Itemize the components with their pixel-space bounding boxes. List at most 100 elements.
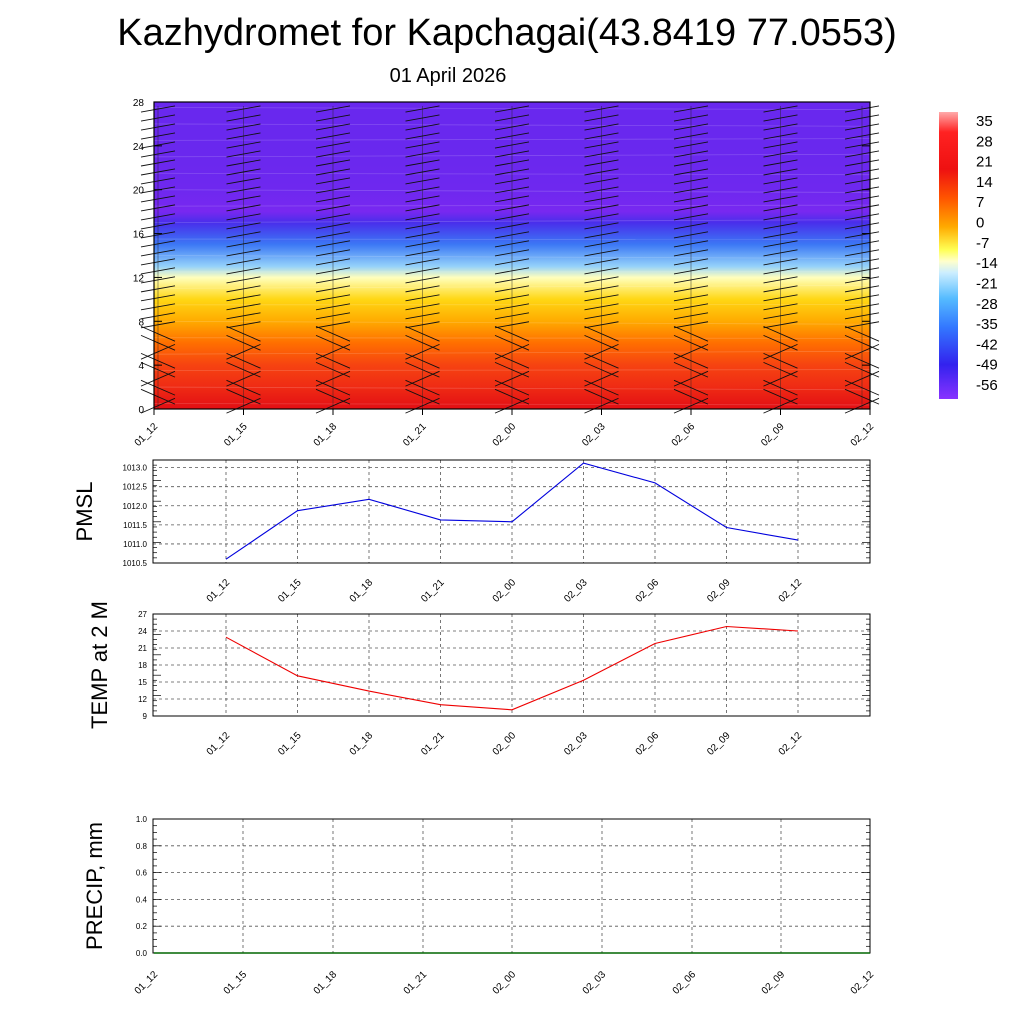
colorbar-label: 35	[976, 113, 993, 130]
x-tick-label: 01_18	[348, 730, 376, 758]
wind-barb	[844, 325, 880, 342]
wind-barb	[844, 312, 880, 320]
wind-barb	[844, 303, 880, 311]
wind-barb	[584, 334, 619, 351]
y-tick-label: 1010.5	[123, 559, 148, 568]
wind-barb	[844, 150, 880, 158]
wind-barb	[763, 267, 798, 275]
wind-barb	[673, 285, 709, 293]
wind-barb	[315, 370, 351, 387]
wind-barb	[494, 105, 530, 113]
wind-barb	[494, 159, 530, 167]
wind-barb	[226, 352, 261, 369]
wind-barb	[226, 231, 261, 239]
wind-barb	[763, 159, 798, 167]
wind-barb	[584, 123, 619, 131]
wind-barb	[763, 312, 798, 320]
wind-barb	[763, 249, 798, 257]
wind-barb	[405, 312, 440, 320]
colorbar-label: -14	[976, 255, 998, 272]
wind-barb	[315, 334, 351, 351]
x-tick-label: 02_06	[671, 969, 699, 997]
x-tick-label: 02_00	[491, 730, 519, 758]
y-tick-label: 0.4	[136, 895, 148, 904]
wind-barb	[140, 388, 176, 405]
wind-barb	[315, 388, 351, 405]
wind-barb	[673, 186, 709, 194]
wind-barb	[140, 321, 176, 329]
y-tick-label: 27	[138, 610, 147, 619]
x-tick-label: 02_09	[760, 969, 788, 997]
wind-barb	[494, 361, 530, 378]
wind-barb	[140, 352, 176, 369]
wind-barb	[140, 312, 176, 320]
wind-barb	[844, 276, 880, 284]
wind-barb	[405, 177, 440, 185]
wind-barb	[226, 379, 261, 396]
wind-barb	[226, 321, 261, 329]
wind-barb	[405, 343, 440, 360]
wind-barb	[673, 343, 709, 360]
wind-barb	[584, 343, 619, 360]
wind-barb	[226, 159, 261, 167]
wind-barb	[584, 222, 619, 230]
wind-barb	[763, 294, 798, 302]
y-tick-label: 1012.5	[123, 483, 148, 492]
x-tick-label: 02_12	[849, 969, 877, 997]
wind-barb	[315, 361, 351, 378]
x-tick-label: 01_18	[348, 577, 376, 605]
wind-barb	[405, 325, 440, 342]
wind-barb	[315, 397, 351, 414]
wind-barb	[405, 321, 440, 329]
wind-barb	[844, 177, 880, 185]
wind-barb	[763, 258, 798, 266]
wind-barb	[226, 325, 261, 342]
wind-barb	[140, 361, 176, 378]
wind-barb	[405, 294, 440, 302]
wind-barb	[315, 325, 351, 342]
wind-barb	[494, 285, 530, 293]
y-tick-label: 20	[133, 186, 145, 197]
wind-barb	[763, 334, 798, 351]
wind-barb	[405, 361, 440, 378]
colorbar: 35 28 21 14 7 0 -7 -14 -21 -28 -35 -42 -49 -56	[939, 112, 998, 399]
precip-chart: 0.0 0.2 0.4 0.6 0.8 1.0 01_12 01_15 01_18 01_21 02…	[82, 815, 876, 997]
wind-barb	[763, 379, 798, 396]
wind-barb	[763, 141, 798, 149]
wind-barb	[584, 168, 619, 176]
wind-barb	[226, 195, 261, 203]
wind-barb	[763, 105, 798, 113]
wind-barb	[494, 150, 530, 158]
wind-barb	[673, 177, 709, 185]
wind-barb	[226, 105, 261, 113]
wind-barb	[226, 361, 261, 378]
wind-barb	[673, 325, 709, 342]
wind-barb	[315, 249, 351, 257]
wind-barb	[140, 114, 176, 122]
wind-barb	[315, 195, 351, 203]
wind-barb	[405, 114, 440, 122]
wind-barb	[844, 352, 880, 369]
y-tick-label: 8	[138, 317, 144, 328]
x-tick-label: 02_00	[491, 421, 519, 449]
wind-barb	[673, 150, 709, 158]
wind-barb	[763, 397, 798, 414]
wind-barb	[844, 343, 880, 360]
wind-barb	[494, 370, 530, 387]
wind-barb	[844, 258, 880, 266]
wind-barb	[763, 132, 798, 140]
wind-barb	[226, 276, 261, 284]
wind-barb	[584, 312, 619, 320]
wind-barb	[405, 150, 440, 158]
wind-barb	[584, 231, 619, 239]
wind-barb	[405, 204, 440, 212]
y-tick-label: 24	[138, 627, 147, 636]
wind-barb	[405, 213, 440, 221]
wind-barb	[584, 159, 619, 167]
temp-2m-chart: 9 12 15 18 21 24 27 01_12 01_15 01_18 01_21 02_00 02…	[87, 601, 871, 758]
wind-barb	[315, 312, 351, 320]
wind-barb	[140, 132, 176, 140]
wind-barb	[405, 249, 440, 257]
wind-barb	[140, 150, 176, 158]
